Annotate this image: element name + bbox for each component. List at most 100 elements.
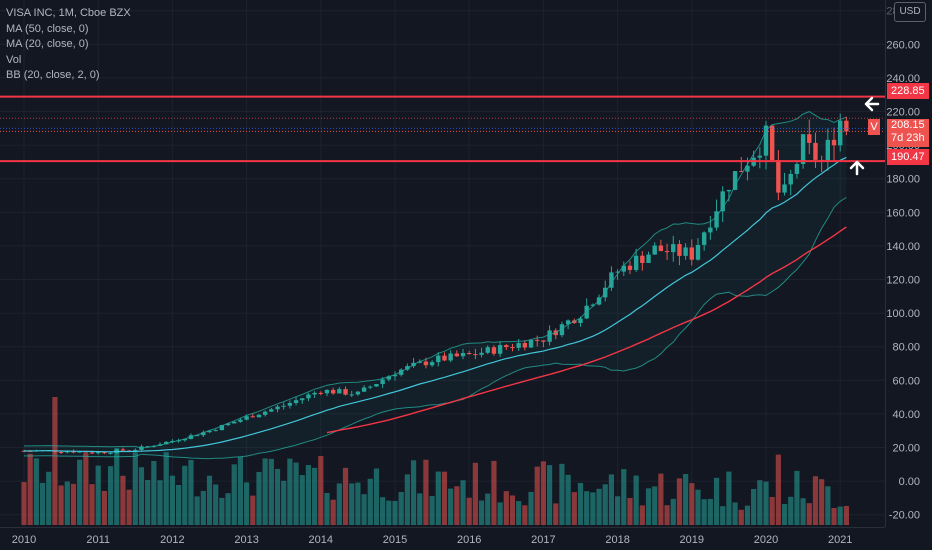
- candle-body: [256, 414, 262, 418]
- volume-bar: [126, 489, 132, 525]
- volume-bar: [120, 475, 126, 525]
- candle-body: [65, 451, 70, 453]
- volume-bar: [534, 466, 540, 525]
- candle-body: [392, 374, 398, 377]
- price-tick-label: 260.00: [886, 39, 920, 51]
- volume-bar: [460, 480, 466, 525]
- volume-bar: [584, 491, 590, 525]
- candle-body: [664, 251, 670, 253]
- volume-bar: [262, 458, 268, 525]
- volume-bar: [639, 505, 645, 525]
- candle-body: [194, 435, 200, 437]
- candle-body: [238, 419, 243, 422]
- volume-bar: [114, 448, 120, 525]
- volume-bar: [231, 464, 237, 525]
- time-tick-label: 2017: [531, 534, 555, 546]
- lower-level-tag: 190.47: [887, 149, 929, 165]
- volume-bar: [318, 455, 324, 525]
- candle-body: [677, 244, 682, 256]
- volume-bar: [454, 486, 460, 525]
- volume-bar: [250, 495, 256, 525]
- candle-body: [330, 389, 336, 394]
- candle-body: [120, 449, 126, 451]
- candle-body: [831, 139, 837, 146]
- legend-ma20[interactable]: MA (20, close, 0): [6, 38, 89, 50]
- volume-bar: [781, 504, 788, 525]
- candle-body: [615, 271, 620, 273]
- legend-ma50[interactable]: MA (50, close, 0): [6, 22, 89, 35]
- candle-body: [281, 405, 286, 407]
- candle-body: [708, 227, 713, 233]
- volume-bar: [794, 470, 800, 525]
- bb-lower-line: [23, 197, 847, 460]
- countdown: 7d 23h: [891, 132, 925, 144]
- volume-bar: [435, 471, 441, 525]
- volume-bar: [732, 502, 738, 525]
- volume-bar: [39, 482, 46, 525]
- candle-body: [448, 353, 453, 361]
- candle-body: [516, 343, 521, 348]
- arrow-left-icon: [864, 96, 880, 112]
- volume-bar: [559, 463, 565, 525]
- price-tick-label: 20.00: [892, 443, 920, 455]
- candle-body: [201, 432, 206, 436]
- volume-bar: [800, 498, 806, 525]
- candle-body: [436, 355, 441, 363]
- volume-bar: [571, 492, 577, 525]
- volume-bar: [565, 474, 571, 525]
- horizontal-levels[interactable]: [0, 95, 885, 163]
- candle-body: [349, 394, 354, 396]
- bb-upper-line: [24, 111, 847, 449]
- volume-bar: [175, 484, 182, 525]
- volume-bar: [237, 456, 244, 525]
- volume-bar: [21, 482, 27, 525]
- volume-bar: [528, 491, 534, 525]
- volume-bar: [466, 497, 472, 525]
- candle-body: [739, 171, 744, 173]
- time-axis[interactable]: 2010 2011 2012 2013 2014 2015 2016 2017 2018 2019…: [12, 534, 853, 546]
- candle-body: [504, 345, 509, 348]
- volume-bar: [386, 500, 392, 525]
- currency-badge[interactable]: USD: [894, 2, 926, 22]
- volume-bar: [509, 495, 516, 525]
- volume-bar: [621, 469, 627, 525]
- candle-body: [776, 160, 781, 193]
- candle-body: [293, 400, 299, 403]
- candle-body: [83, 451, 89, 453]
- volume-bar: [410, 460, 417, 525]
- volume-bar: [213, 484, 219, 525]
- ma20-line: [23, 156, 847, 453]
- volume-bar: [546, 465, 553, 525]
- legend-bb[interactable]: BB (20, close, 2, 0): [6, 69, 100, 81]
- volume-bar: [398, 491, 404, 525]
- volume-bar: [726, 471, 732, 525]
- volume-bar: [763, 481, 769, 525]
- candle-body: [312, 392, 317, 395]
- volume-bar: [361, 494, 367, 525]
- volume-bar: [751, 488, 757, 525]
- candle-body: [306, 394, 311, 399]
- volume-bar: [330, 499, 336, 525]
- candle-body: [825, 139, 831, 161]
- volume-bar: [83, 453, 89, 525]
- price-tick-label: 60.00: [892, 375, 920, 387]
- legend-title[interactable]: VISA INC, 1M, Cboe BZX: [6, 7, 131, 19]
- time-tick-label: 2018: [605, 534, 629, 546]
- price-tick-label: 140.00: [886, 241, 920, 253]
- candle-body: [380, 379, 385, 385]
- volume-bar: [664, 505, 670, 525]
- candle-body: [343, 389, 348, 395]
- last-price-tag: 208.15 7d 23h: [887, 119, 929, 147]
- candle-body: [745, 165, 750, 172]
- volume-bar: [64, 481, 70, 525]
- candle-body: [541, 340, 546, 342]
- candle-body: [794, 164, 800, 174]
- volume-bar: [182, 465, 188, 525]
- legend-vol[interactable]: Vol: [6, 53, 22, 66]
- volume-bar: [522, 505, 528, 525]
- candle-body: [578, 318, 583, 324]
- time-tick-label: 2016: [457, 534, 481, 546]
- time-axis-divider: [0, 527, 885, 528]
- volume-bar: [713, 477, 720, 525]
